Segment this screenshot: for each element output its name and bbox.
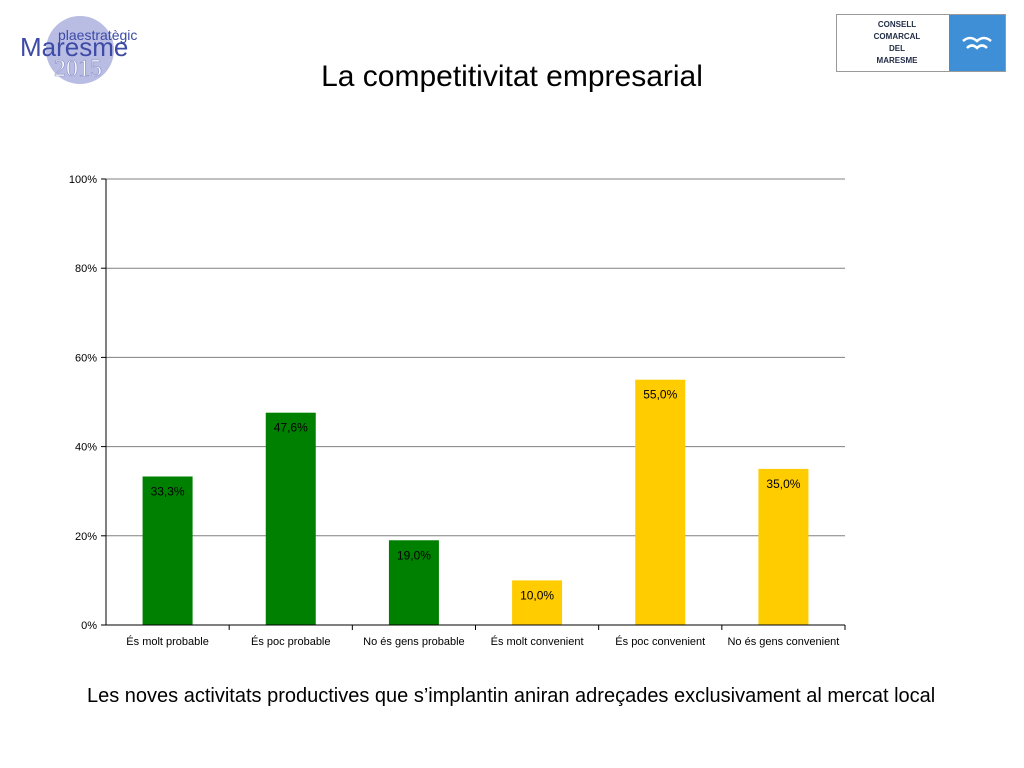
- bar: [265, 412, 316, 625]
- bar: [142, 476, 193, 625]
- logo-right-line: DEL: [889, 44, 905, 53]
- data-label: 35,0%: [766, 477, 800, 491]
- logo-right-line: COMARCAL: [873, 32, 921, 41]
- bar: [758, 468, 809, 625]
- logo-line3: 2015: [54, 56, 102, 82]
- page-title: La competitivitat empresarial: [321, 60, 703, 93]
- logo-line2: Maresme: [20, 32, 128, 62]
- logo-line1: plaestratègic: [58, 27, 137, 43]
- x-tick-label: És molt convenient: [491, 635, 584, 648]
- logo-right-line: CONSELL: [877, 20, 917, 29]
- y-tick-label: 60%: [75, 352, 97, 364]
- y-tick-label: 40%: [75, 442, 97, 454]
- data-label: 19,0%: [397, 548, 431, 562]
- x-tick-label: És poc probable: [251, 635, 331, 648]
- y-tick-label: 100%: [69, 174, 97, 186]
- x-tick-label: No és gens convenient: [727, 636, 839, 648]
- y-tick-label: 80%: [75, 263, 97, 275]
- consell-comarcal-logo: CONSELL COMARCAL DEL MARESME: [836, 14, 1006, 72]
- y-tick-label: 0%: [81, 620, 97, 632]
- chart-caption: Les noves activitats productives que s’i…: [87, 685, 936, 707]
- data-label: 33,3%: [151, 484, 185, 498]
- y-tick-label: 20%: [75, 531, 97, 543]
- emblem-icon: [949, 15, 1005, 71]
- plaestrategic-maresme-logo: plaestratègic Maresme 2015: [18, 12, 148, 92]
- x-tick-label: És poc convenient: [615, 635, 705, 648]
- data-label: 10,0%: [520, 588, 554, 602]
- data-label: 47,6%: [274, 421, 308, 435]
- x-tick-label: És molt probable: [126, 635, 209, 648]
- data-label: 55,0%: [643, 388, 677, 402]
- logo-right-line: MARESME: [876, 56, 918, 65]
- bar: [388, 540, 439, 625]
- x-tick-label: No és gens probable: [363, 636, 465, 648]
- bar: [635, 379, 686, 625]
- bar: [512, 580, 563, 625]
